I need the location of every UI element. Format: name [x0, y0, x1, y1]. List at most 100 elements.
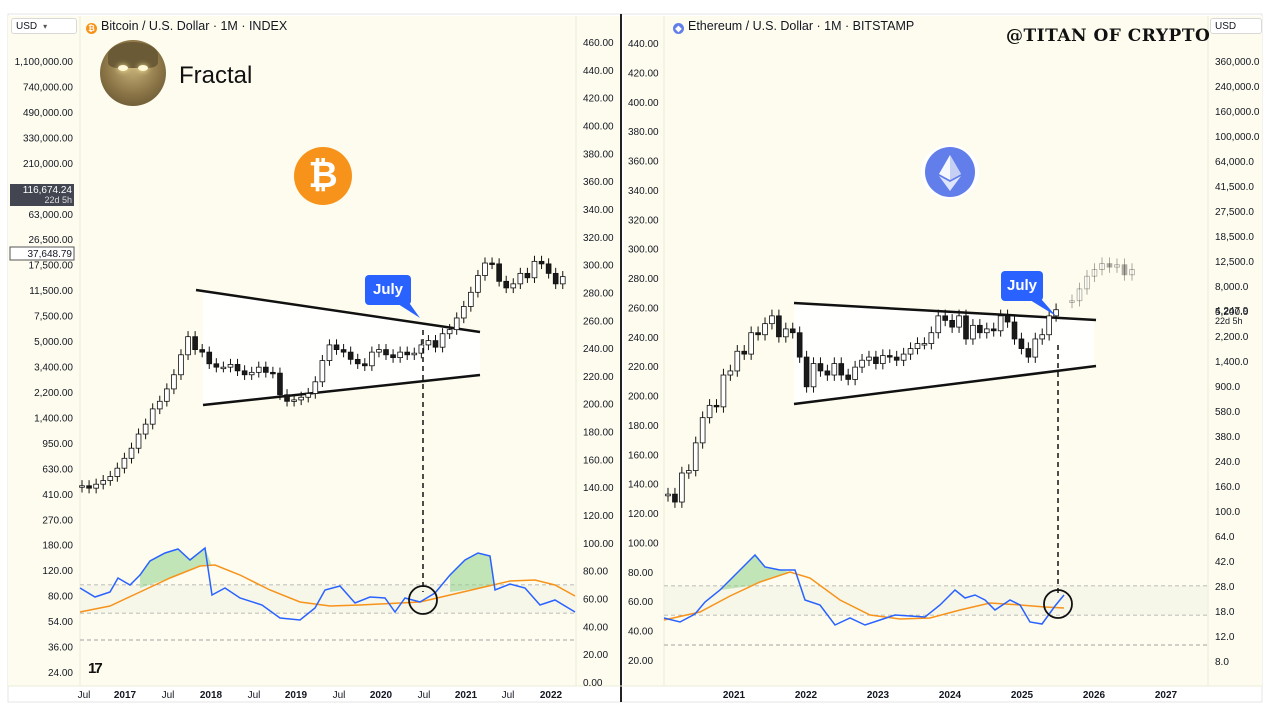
btc-secondary-label: 37,648.79 — [28, 249, 73, 260]
btc-left-tick-label: 63,000.00 — [29, 210, 74, 221]
symbol-title-eth[interactable]: ◆ Ethereum / U.S. Dollar · 1M · BITSTAMP — [673, 18, 914, 34]
btc-candle — [270, 371, 276, 375]
eth-candle — [1025, 348, 1032, 358]
eth-candle — [803, 356, 810, 388]
eth-left-tick-label: 420.00 — [628, 68, 659, 79]
btc-right-tick-label: 20.00 — [583, 650, 608, 661]
btc-left-tick-label: 80.00 — [48, 592, 73, 603]
btc-triangle-upper — [195, 288, 481, 334]
eth-candle — [914, 343, 921, 349]
eth-right-tick-label: 1,400.0 — [1215, 357, 1249, 368]
btc-candle — [156, 400, 163, 410]
eth-candle — [831, 363, 838, 376]
btc-left-tick-label: 1,400.00 — [34, 413, 73, 424]
eth-rsi-line — [663, 553, 1065, 626]
btc-x-tick-label: Jul — [162, 690, 175, 701]
btc-right-tick-label: 0.00 — [583, 678, 603, 689]
eth-callout-pointer — [1030, 300, 1056, 316]
btc-right-tick-label: 360.00 — [583, 177, 614, 188]
btc-x-tick-label: 2019 — [285, 690, 308, 701]
btc-right-tick-label: 400.00 — [583, 121, 614, 132]
btc-candle — [227, 364, 234, 368]
btc-x-tick-label: 2021 — [455, 690, 478, 701]
eth-candle — [983, 328, 990, 334]
btc-candle — [86, 485, 92, 489]
eth-right-tick-label: 8,000.0 — [1215, 282, 1249, 293]
eth-candle — [748, 332, 754, 355]
btc-candle — [192, 336, 198, 351]
btc-candle — [284, 394, 290, 402]
btc-rsi-ma-line — [79, 564, 576, 613]
eth-candle — [886, 355, 893, 358]
eth-candle — [755, 332, 761, 336]
btc-last-price: 116,674.24 — [23, 185, 73, 196]
btc-candle — [496, 263, 502, 282]
btc-candle — [369, 351, 375, 367]
btc-candle — [263, 366, 269, 373]
eth-left-tick-label: 340.00 — [628, 186, 659, 197]
eth-left-tick-label: 40.00 — [628, 627, 653, 638]
btc-left-tick-label: 3,400.00 — [34, 363, 73, 374]
btc-candle — [171, 374, 177, 390]
btc-right-tick-label: 320.00 — [583, 233, 614, 244]
btc-right-tick-label: 40.00 — [583, 622, 608, 633]
eth-left-tick-label: 60.00 — [628, 597, 653, 608]
tradingview-logo-icon: 17 — [88, 660, 103, 677]
eth-right-tick-label: 900.0 — [1215, 382, 1240, 393]
eth-candle — [852, 366, 858, 380]
eth-candle — [699, 417, 706, 444]
eth-projection-candle — [1106, 263, 1113, 268]
btc-candle — [397, 351, 403, 359]
eth-candle — [949, 320, 955, 328]
btc-x-tick-label: 2020 — [370, 690, 393, 701]
eth-candle — [956, 315, 962, 328]
eth-left-tick-label: 140.00 — [628, 480, 659, 491]
btc-candle — [552, 272, 559, 285]
btc-candle — [460, 306, 467, 319]
btc-candle — [93, 483, 99, 489]
btc-left-tick-label: 490,000.00 — [23, 108, 73, 119]
btc-candle — [376, 349, 382, 353]
btc-candle — [149, 408, 156, 425]
btc-candle — [178, 354, 184, 376]
eth-right-tick-label: 64.0 — [1215, 532, 1235, 543]
ethereum-logo-icon — [921, 145, 979, 199]
btc-candle — [312, 381, 319, 394]
eth-candle — [935, 315, 942, 334]
btc-rsi-overbought-fill — [140, 548, 212, 588]
eth-rsi-band — [664, 586, 1208, 615]
eth-right-tick-label: 580.0 — [1215, 407, 1240, 418]
btc-right-tick-label: 340.00 — [583, 205, 614, 216]
currency-select-left[interactable]: USD ▾ — [11, 18, 77, 34]
btc-candle — [333, 344, 340, 350]
btc-left-tick-label: 210,000.00 — [23, 159, 73, 170]
btc-candle — [319, 360, 326, 383]
currency-label: USD — [16, 21, 38, 32]
eth-x-tick-label: 2025 — [1011, 690, 1034, 701]
eth-candle — [665, 493, 671, 497]
eth-right-tick-label: 42.0 — [1215, 557, 1235, 568]
btc-left-tick-label: 630.00 — [42, 464, 73, 475]
symbol-title-btc[interactable]: ₿ Bitcoin / U.S. Dollar · 1M · INDEX — [86, 18, 287, 34]
eth-rsi-circle — [1043, 589, 1073, 619]
eth-left-tick-label: 360.00 — [628, 157, 659, 168]
btc-left-tick-label: 17,500.00 — [29, 261, 74, 272]
btc-last-price-badge — [10, 184, 74, 206]
eth-left-tick-label: 220.00 — [628, 362, 659, 373]
eth-candle — [977, 324, 983, 334]
eth-candle — [880, 355, 886, 364]
btc-candle — [121, 457, 128, 469]
btc-candle — [326, 344, 333, 361]
eth-triangle-fill — [794, 304, 1094, 404]
btc-candle — [340, 349, 347, 353]
btc-right-tick-label: 280.00 — [583, 288, 614, 299]
eth-right-tick-label: 12.0 — [1215, 632, 1235, 643]
eth-rsi-ma-line — [663, 571, 1065, 621]
btc-candle — [503, 280, 509, 289]
btc-x-tick-label: 2017 — [114, 690, 137, 701]
eth-right-tick-label: 27,500.0 — [1215, 207, 1254, 218]
currency-select-right[interactable]: USD — [1210, 18, 1262, 34]
btc-candle — [354, 358, 361, 365]
btc-left-tick-label: 740,000.00 — [23, 82, 73, 93]
